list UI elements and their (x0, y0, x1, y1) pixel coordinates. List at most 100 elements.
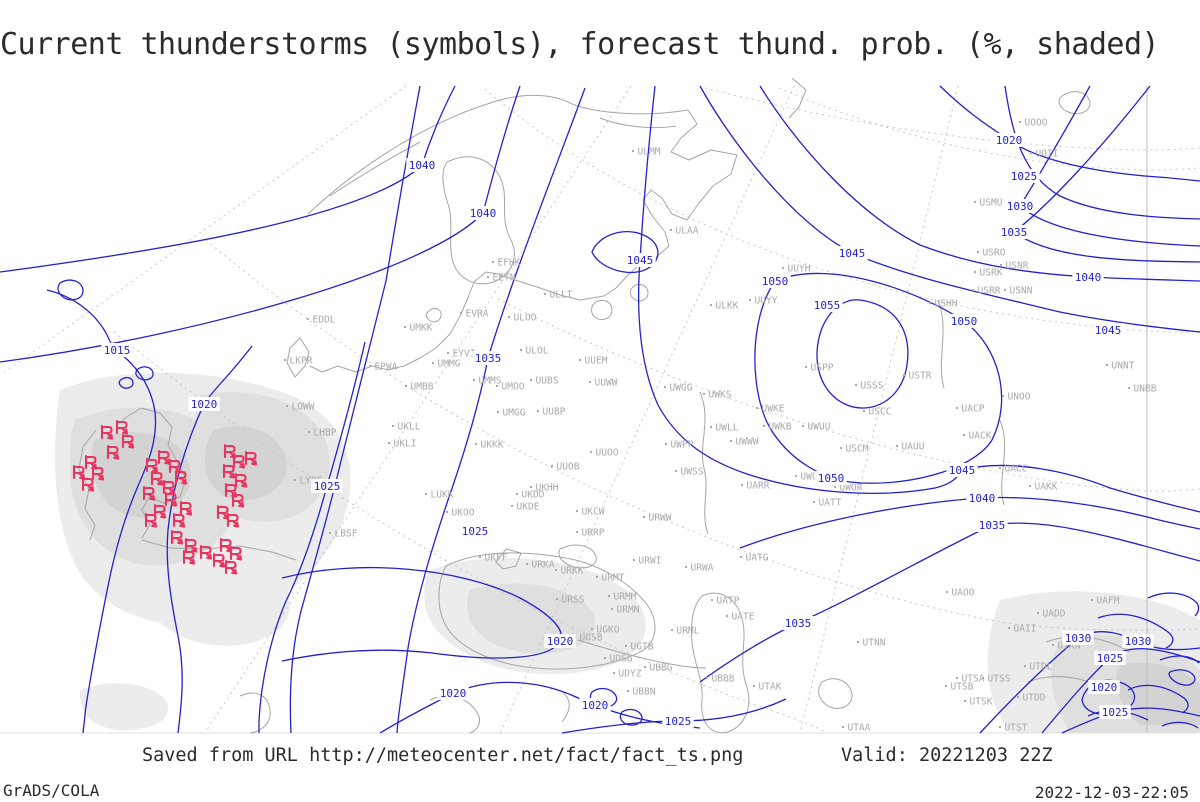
coastline (599, 117, 677, 129)
station-dot (526, 563, 528, 565)
station-dot (497, 411, 499, 413)
station-dot (813, 501, 815, 503)
coastline (329, 141, 421, 197)
station-id-label: LOWW (292, 402, 315, 413)
station-id-label: EFHK (498, 258, 521, 269)
station-dot (625, 645, 627, 647)
station-dot (551, 465, 553, 467)
isobar-line (46, 289, 157, 734)
station-id-label: UNBB (1134, 384, 1157, 395)
isobar-label: 1045 (949, 464, 976, 477)
isobar-label-halo (1004, 199, 1036, 213)
graticule-line (778, 87, 1200, 171)
isobar-line (0, 85, 521, 363)
station-dot (492, 261, 494, 263)
station-id-label: URSS (562, 595, 585, 606)
station-id-label: USRK (980, 268, 1003, 279)
station-id-label: UWGG (670, 383, 693, 394)
station-dot (508, 316, 510, 318)
station-dot (1029, 485, 1031, 487)
station-dot (516, 493, 518, 495)
station-id-label: UNOO (1008, 392, 1031, 403)
isobar-label: 1040 (409, 159, 436, 172)
thunderstorm-icon (144, 512, 158, 528)
graticule-line (205, 239, 1200, 631)
isobar-label-halo (1092, 323, 1124, 337)
coastline (558, 544, 597, 569)
station-dot (741, 484, 743, 486)
station-dot (294, 479, 296, 481)
station-dot (710, 304, 712, 306)
isobar-label-halo (579, 698, 611, 712)
station-dot (475, 443, 477, 445)
thunderstorm-icon (232, 453, 246, 469)
isobar-label: 1040 (470, 207, 497, 220)
graticule-line (1, 85, 407, 375)
station-id-label: UAUU (902, 442, 925, 453)
station-id-label: URRP (582, 528, 605, 539)
station-dot (447, 352, 449, 354)
isobar-line (1161, 721, 1199, 729)
station-id-label: UGKO (597, 625, 620, 636)
isobar-label: 1050 (762, 275, 789, 288)
thunderstorm-icon (157, 449, 171, 465)
storm-layer (72, 419, 258, 575)
station-id-label: UDSG (610, 654, 633, 665)
station-dot (842, 726, 844, 728)
thunderstorm-icon (179, 500, 193, 516)
station-id-label: ULOL (526, 346, 549, 357)
isobar-label: 1050 (951, 315, 978, 328)
isobar-line (289, 85, 421, 734)
station-id-label: ULLI (550, 290, 573, 301)
station-id-label: UTSK (970, 697, 993, 708)
station-id-label: UMKK (410, 323, 433, 334)
station-dot (446, 511, 448, 513)
station-dot (855, 384, 857, 386)
isobar-line (699, 522, 1200, 683)
station-id-label: UUYH (788, 264, 811, 275)
station-dot (863, 410, 865, 412)
isobar-line (699, 85, 1200, 333)
station-dot (1024, 665, 1026, 667)
station-id-label: UADD (1043, 609, 1066, 620)
station-id-label: UGTB (631, 642, 654, 653)
isobar-label-halo (815, 471, 847, 485)
station-id-label: UACK (969, 431, 992, 442)
station-id-label: UTKN (1058, 641, 1081, 652)
station-dot (805, 366, 807, 368)
station-id-label: UWPP (671, 440, 694, 451)
station-id-label: UMBB (411, 382, 434, 393)
station-id-label: EETN (493, 273, 516, 284)
station-id-label: UTSS (988, 674, 1011, 685)
coastline (629, 283, 649, 302)
station-dot (530, 486, 532, 488)
isobar-label-halo (948, 314, 980, 328)
coastline (239, 692, 271, 734)
station-id-label: UAII (1014, 624, 1037, 635)
station-dot (307, 318, 309, 320)
station-dot (982, 677, 984, 679)
station-id-label: USTR (909, 371, 932, 382)
station-id-label: EDDL (313, 315, 336, 326)
isobar-label: 1040 (1075, 271, 1102, 284)
station-id-label: USCC (869, 407, 892, 418)
station-id-label: UOII (1036, 149, 1059, 160)
station-dot (1019, 121, 1021, 123)
station-dot (632, 150, 634, 152)
graticule-line (499, 85, 795, 733)
isobar-label-halo (1072, 270, 1104, 284)
station-id-label: ULAA (676, 226, 699, 237)
station-dot (977, 251, 979, 253)
station-dot (840, 447, 842, 449)
isobar-label-halo (998, 225, 1030, 239)
station-dot (675, 470, 677, 472)
footer-saved-url: Saved from URL http://meteocenter.net/fa… (142, 745, 744, 766)
station-id-label: USNN (1010, 286, 1033, 297)
station-dot (999, 726, 1001, 728)
isobar-line (1127, 684, 1189, 714)
station-id-label: UATT (819, 498, 842, 509)
station-id-label: UAOO (952, 588, 975, 599)
isobar-label: 1035 (979, 519, 1006, 532)
station-dot (706, 677, 708, 679)
